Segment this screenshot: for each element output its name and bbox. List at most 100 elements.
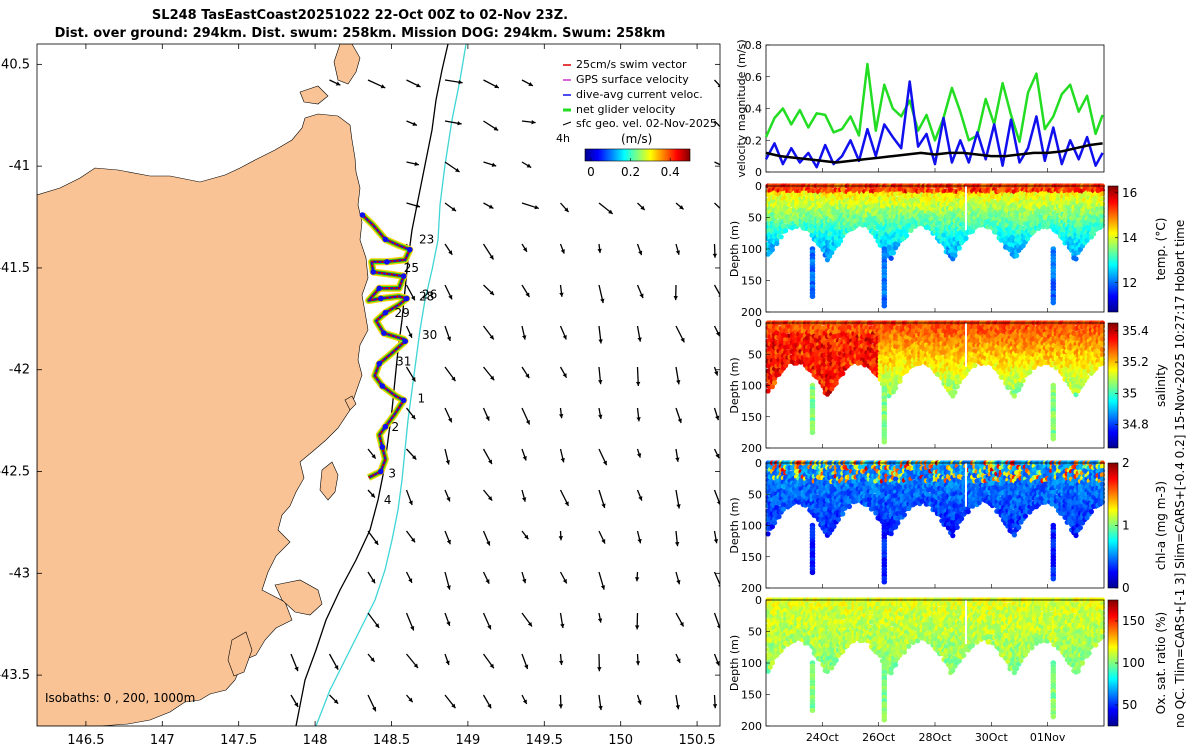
- sfc-velocity-arrowhead: [522, 335, 527, 340]
- sfc-velocity-arrowhead: [716, 501, 720, 505]
- sfc-velocity-arrowhead: [715, 661, 720, 666]
- map-xtick-label: 150: [608, 733, 633, 748]
- map-xtick-label: 149: [455, 733, 480, 748]
- profile-scatter-point: [897, 378, 903, 384]
- velocity-ytick-label: 0.8: [745, 39, 763, 52]
- profile-deep-cast-point: [1050, 299, 1057, 306]
- bruny-island: [227, 631, 253, 677]
- sfc-velocity-arrow: [714, 79, 720, 87]
- map-xtick-label: 148: [303, 733, 328, 748]
- sfc-velocity-arrowhead: [446, 539, 451, 545]
- sfc-velocity-arrowhead: [525, 292, 530, 298]
- map-axis-ticks: 146.5 147 147.5 148 148.5 149 149.5 150 150.540.…: [0, 44, 720, 748]
- map-ytick-label: 40.5: [1, 57, 30, 72]
- track-dive-point: [381, 330, 387, 336]
- sfc-velocity-arrowhead: [679, 622, 684, 627]
- sfc-velocity-arrowhead: [411, 295, 415, 301]
- sfc-velocity-arrowhead: [531, 119, 536, 125]
- sfc-velocity-arrowhead: [528, 82, 533, 86]
- sfc-velocity-arrowhead: [680, 337, 685, 343]
- sfc-velocity-arrowhead: [676, 658, 681, 663]
- sfc-velocity-arrowhead: [712, 253, 718, 258]
- sfc-velocity-arrow: [713, 284, 720, 297]
- profile-scatter-point: [963, 235, 969, 241]
- legend-label-gps: GPS surface velocity: [576, 73, 689, 86]
- sfc-velocity-arrowhead: [414, 161, 419, 167]
- maria-island: [319, 461, 339, 501]
- sfc-velocity-arrowhead: [675, 250, 681, 255]
- flinders-island: [333, 44, 361, 85]
- profile-ytick-label: 50: [748, 212, 762, 225]
- sfc-velocity-arrowhead: [488, 204, 494, 209]
- map-legend: 25cm/s swim vector GPS surface velocity …: [556, 58, 717, 179]
- sfc-velocity-arrowhead: [718, 584, 720, 588]
- sfc-velocity-arrowhead: [488, 459, 492, 465]
- map-day-label: 31: [396, 355, 411, 369]
- profile-scatter-point: [888, 255, 894, 261]
- sfc-velocity-arrowhead: [446, 336, 452, 341]
- sfc-velocity-arrowhead: [712, 704, 718, 709]
- profile-scatter-point: [835, 516, 842, 523]
- profile-scatter-point: [840, 511, 846, 517]
- profile-scatter-point: [769, 384, 776, 390]
- track-dive-point: [384, 259, 390, 265]
- profile-scatter-point: [1016, 386, 1022, 392]
- sfc-velocity-arrowhead: [412, 121, 417, 126]
- profile-deep-cast-point: [1050, 435, 1057, 442]
- sfc-velocity-arrowhead: [637, 538, 642, 544]
- map-xtick-label: 147.5: [220, 733, 257, 748]
- map-day-label: 30: [422, 328, 437, 342]
- track-dive-point: [377, 295, 384, 302]
- sfc-velocity-arrowhead: [408, 333, 413, 338]
- velocity-series-net: [764, 62, 1104, 144]
- profile-colorbar-tick-label: 14: [1122, 231, 1137, 245]
- track-dive-point: [402, 338, 409, 345]
- profile-scatter-point: [1014, 253, 1020, 259]
- profile-scatter-point: [831, 523, 837, 530]
- sfc-velocity-arrowhead: [564, 501, 569, 506]
- map-day-label: 1: [417, 391, 425, 405]
- map-frame: [36, 43, 721, 727]
- sfc-velocity-arrowhead: [715, 415, 720, 421]
- profile-scatter-point: [904, 233, 910, 239]
- map-day-label: 2: [391, 420, 399, 434]
- sfc-velocity-arrowhead: [489, 290, 495, 296]
- map-day-label: 3: [388, 467, 396, 481]
- profile-scatter-point: [769, 247, 776, 253]
- sfc-velocity-arrowhead: [635, 661, 641, 666]
- sfc-velocity-arrowhead: [560, 623, 565, 629]
- sfc-velocity-arrowhead: [713, 538, 719, 544]
- sfc-velocity-arrowhead: [380, 84, 386, 89]
- profile-ytick-label: 50: [748, 348, 762, 361]
- sfc-velocity-arrowhead: [560, 249, 565, 254]
- profile-scatter-point: [956, 245, 963, 251]
- sfc-velocity-arrowhead: [598, 705, 603, 711]
- sfc-velocity-arrowhead: [558, 660, 564, 665]
- sfc-velocity-arrowhead: [489, 375, 495, 381]
- sfc-velocity-arrowhead: [372, 706, 377, 712]
- sfc-velocity-arrowhead: [410, 625, 415, 631]
- sfc-velocity-arrowhead: [636, 453, 642, 458]
- figure-title-line2: Dist. over ground: 294km. Dist. swum: 25…: [54, 26, 666, 41]
- sfc-velocity-arrowhead: [416, 83, 421, 88]
- profile-scatter-point: [829, 249, 835, 256]
- sfc-velocity-arrowhead: [676, 380, 681, 385]
- sfc-velocity-arrowhead: [638, 250, 643, 256]
- speed-colorbar: [584, 148, 691, 162]
- sfc-velocity-arrowhead: [370, 493, 375, 498]
- profile-ytick-label: 200: [741, 442, 762, 455]
- profile-ytick-label: 100: [741, 380, 762, 393]
- track-dive-point: [359, 212, 366, 218]
- profile-scatter-point: [789, 225, 795, 231]
- sfc-velocity-arrowhead: [522, 578, 527, 584]
- sfc-velocity-arrowhead: [597, 248, 602, 253]
- profile-ytick-label: 0: [755, 317, 762, 330]
- sfc-velocity-arrowhead: [486, 541, 491, 546]
- sfc-velocity-arrowhead: [600, 298, 605, 304]
- profile-scatter-point: [846, 503, 853, 510]
- profile-scatter-point: [833, 380, 839, 386]
- sfc-velocity-arrowhead: [559, 292, 564, 297]
- sfc-velocity-arrowhead: [485, 579, 490, 584]
- profile-scatter-point: [1011, 393, 1018, 399]
